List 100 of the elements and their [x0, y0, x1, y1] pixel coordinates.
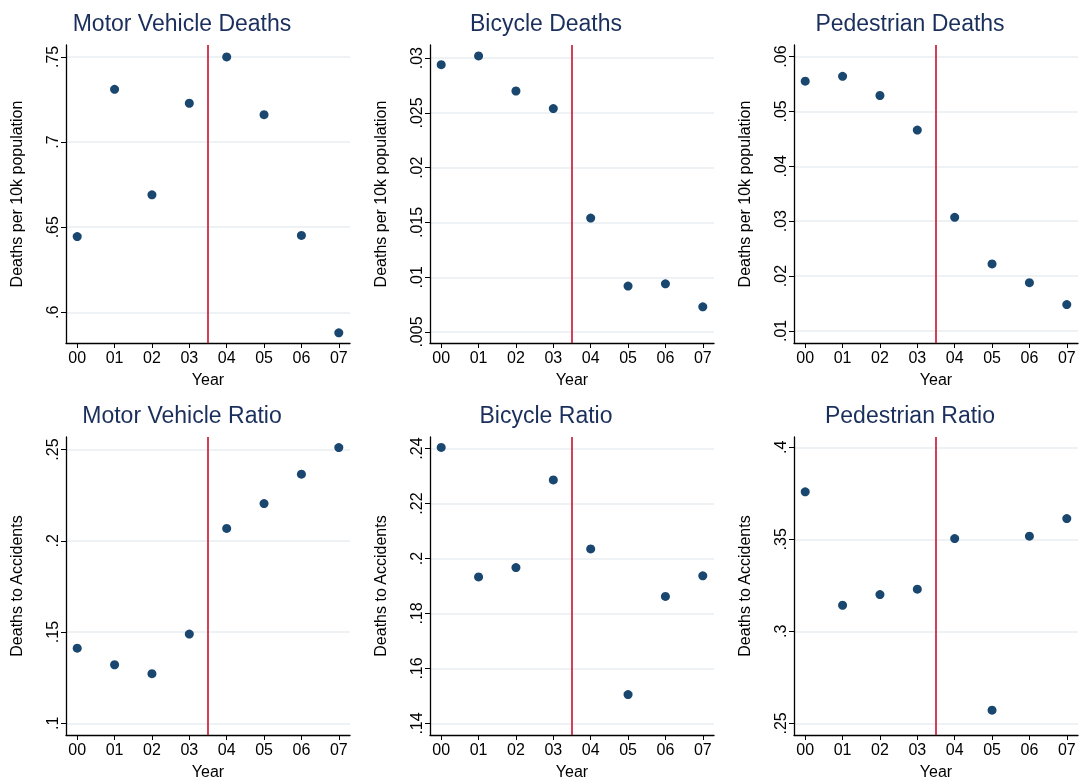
x-tick-label: 04 — [217, 740, 236, 758]
x-tick-label: 04 — [581, 740, 600, 758]
x-axis-title: Year — [919, 370, 953, 388]
x-tick-label: 03 — [180, 348, 199, 366]
point — [838, 600, 848, 610]
x-tick-label: 02 — [507, 348, 525, 366]
point — [1024, 278, 1034, 288]
y-tick-label: .01 — [771, 319, 789, 343]
point — [1062, 514, 1072, 524]
y-tick-label: .03 — [771, 209, 789, 233]
y-tick-label: .18 — [407, 602, 425, 625]
point — [800, 487, 810, 497]
x-axis-title: Year — [555, 762, 589, 780]
x-axis-title: Year — [555, 370, 589, 388]
chart-title: Motor Vehicle Ratio — [82, 401, 282, 428]
x-tick-label: 00 — [796, 348, 815, 366]
x-tick-label: 03 — [180, 740, 199, 758]
y-tick-label: .05 — [771, 100, 789, 123]
x-tick-label: 00 — [796, 740, 815, 758]
y-tick-label: .06 — [771, 45, 789, 68]
y-axis-title: Deaths per 10k population — [7, 100, 25, 288]
y-tick-label: .01 — [407, 266, 425, 289]
y-tick-label: .025 — [407, 97, 425, 129]
y-tick-label: .02 — [407, 156, 425, 179]
point — [987, 259, 997, 269]
point — [698, 571, 708, 581]
y-tick-label: .15 — [43, 620, 61, 644]
x-tick-label: 06 — [1020, 348, 1039, 366]
point — [548, 104, 558, 114]
x-tick-label: 02 — [507, 740, 525, 758]
y-tick-label: .65 — [43, 215, 61, 239]
y-tick-label: .25 — [43, 438, 61, 461]
x-tick-label: 03 — [908, 740, 927, 758]
x-tick-label: 07 — [329, 348, 348, 366]
y-tick-label: .35 — [771, 528, 789, 551]
point — [875, 90, 885, 100]
point — [698, 302, 708, 312]
x-tick-label: 02 — [871, 740, 889, 758]
x-tick-label: 00 — [68, 348, 87, 366]
point — [660, 591, 670, 601]
point — [800, 76, 810, 86]
point — [950, 212, 960, 222]
point — [586, 213, 596, 223]
point — [184, 629, 194, 639]
point — [474, 51, 484, 61]
point — [147, 190, 157, 200]
y-axis-title: Deaths per 10k population — [735, 100, 753, 288]
x-tick-label: 07 — [329, 740, 348, 758]
chart-title: Bicycle Deaths — [469, 9, 623, 36]
point — [334, 443, 344, 453]
point — [147, 669, 157, 679]
chart-title: Pedestrian Ratio — [824, 401, 996, 428]
point — [110, 84, 120, 94]
x-tick-label: 05 — [255, 740, 274, 758]
y-tick-label: .22 — [407, 492, 425, 515]
x-tick-label: 02 — [871, 348, 889, 366]
point — [222, 52, 232, 62]
point — [259, 499, 269, 509]
x-tick-label: 05 — [255, 348, 274, 366]
chart-title: Bicycle Ratio — [479, 401, 613, 428]
y-tick-label: .3 — [771, 624, 789, 639]
point — [875, 590, 885, 600]
x-tick-label: 03 — [544, 740, 563, 758]
x-tick-label: 05 — [983, 348, 1002, 366]
point — [1024, 531, 1034, 541]
x-tick-label: 06 — [292, 348, 311, 366]
point — [660, 279, 670, 289]
point — [912, 584, 922, 594]
y-tick-label: .02 — [771, 264, 789, 288]
y-tick-label: .16 — [407, 657, 425, 680]
point — [623, 281, 633, 291]
x-tick-label: 06 — [656, 740, 675, 758]
x-tick-label: 06 — [1020, 740, 1039, 758]
y-axis-title: Deaths to Accidents — [735, 515, 753, 657]
point — [548, 475, 558, 485]
x-tick-label: 01 — [105, 740, 124, 758]
y-tick-label: .4 — [771, 440, 789, 454]
y-tick-label: .2 — [43, 534, 61, 548]
y-tick-label: .2 — [407, 551, 425, 566]
x-axis-title: Year — [191, 370, 225, 388]
x-axis-title: Year — [191, 762, 225, 780]
point — [72, 643, 82, 653]
y-tick-label: .75 — [43, 45, 61, 69]
x-tick-label: 00 — [68, 740, 87, 758]
x-tick-label: 07 — [1057, 348, 1076, 366]
point — [296, 469, 306, 479]
y-tick-label: .005 — [407, 316, 425, 348]
x-tick-label: 00 — [432, 740, 451, 758]
y-tick-label: .7 — [43, 135, 61, 149]
chart-title: Motor Vehicle Deaths — [72, 9, 292, 36]
x-tick-label: 04 — [945, 740, 964, 758]
x-tick-label: 02 — [143, 740, 161, 758]
x-tick-label: 01 — [469, 740, 488, 758]
y-tick-label: .14 — [407, 712, 425, 735]
y-axis-title: Deaths to Accidents — [7, 515, 25, 657]
x-tick-label: 02 — [143, 348, 161, 366]
y-tick-label: .015 — [407, 206, 425, 239]
point — [987, 705, 997, 715]
chart-title: Pedestrian Deaths — [815, 9, 1005, 36]
y-tick-label: .04 — [771, 155, 789, 178]
